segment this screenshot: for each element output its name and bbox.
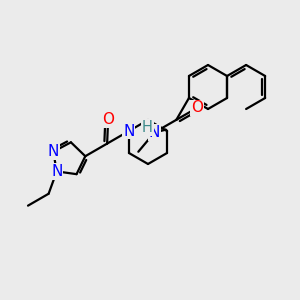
Text: N: N (48, 144, 59, 159)
Text: N: N (51, 164, 62, 179)
Text: N: N (123, 124, 135, 139)
Text: H: H (142, 120, 153, 135)
Text: O: O (191, 100, 203, 116)
Text: N: N (149, 125, 160, 140)
Text: O: O (102, 112, 114, 127)
